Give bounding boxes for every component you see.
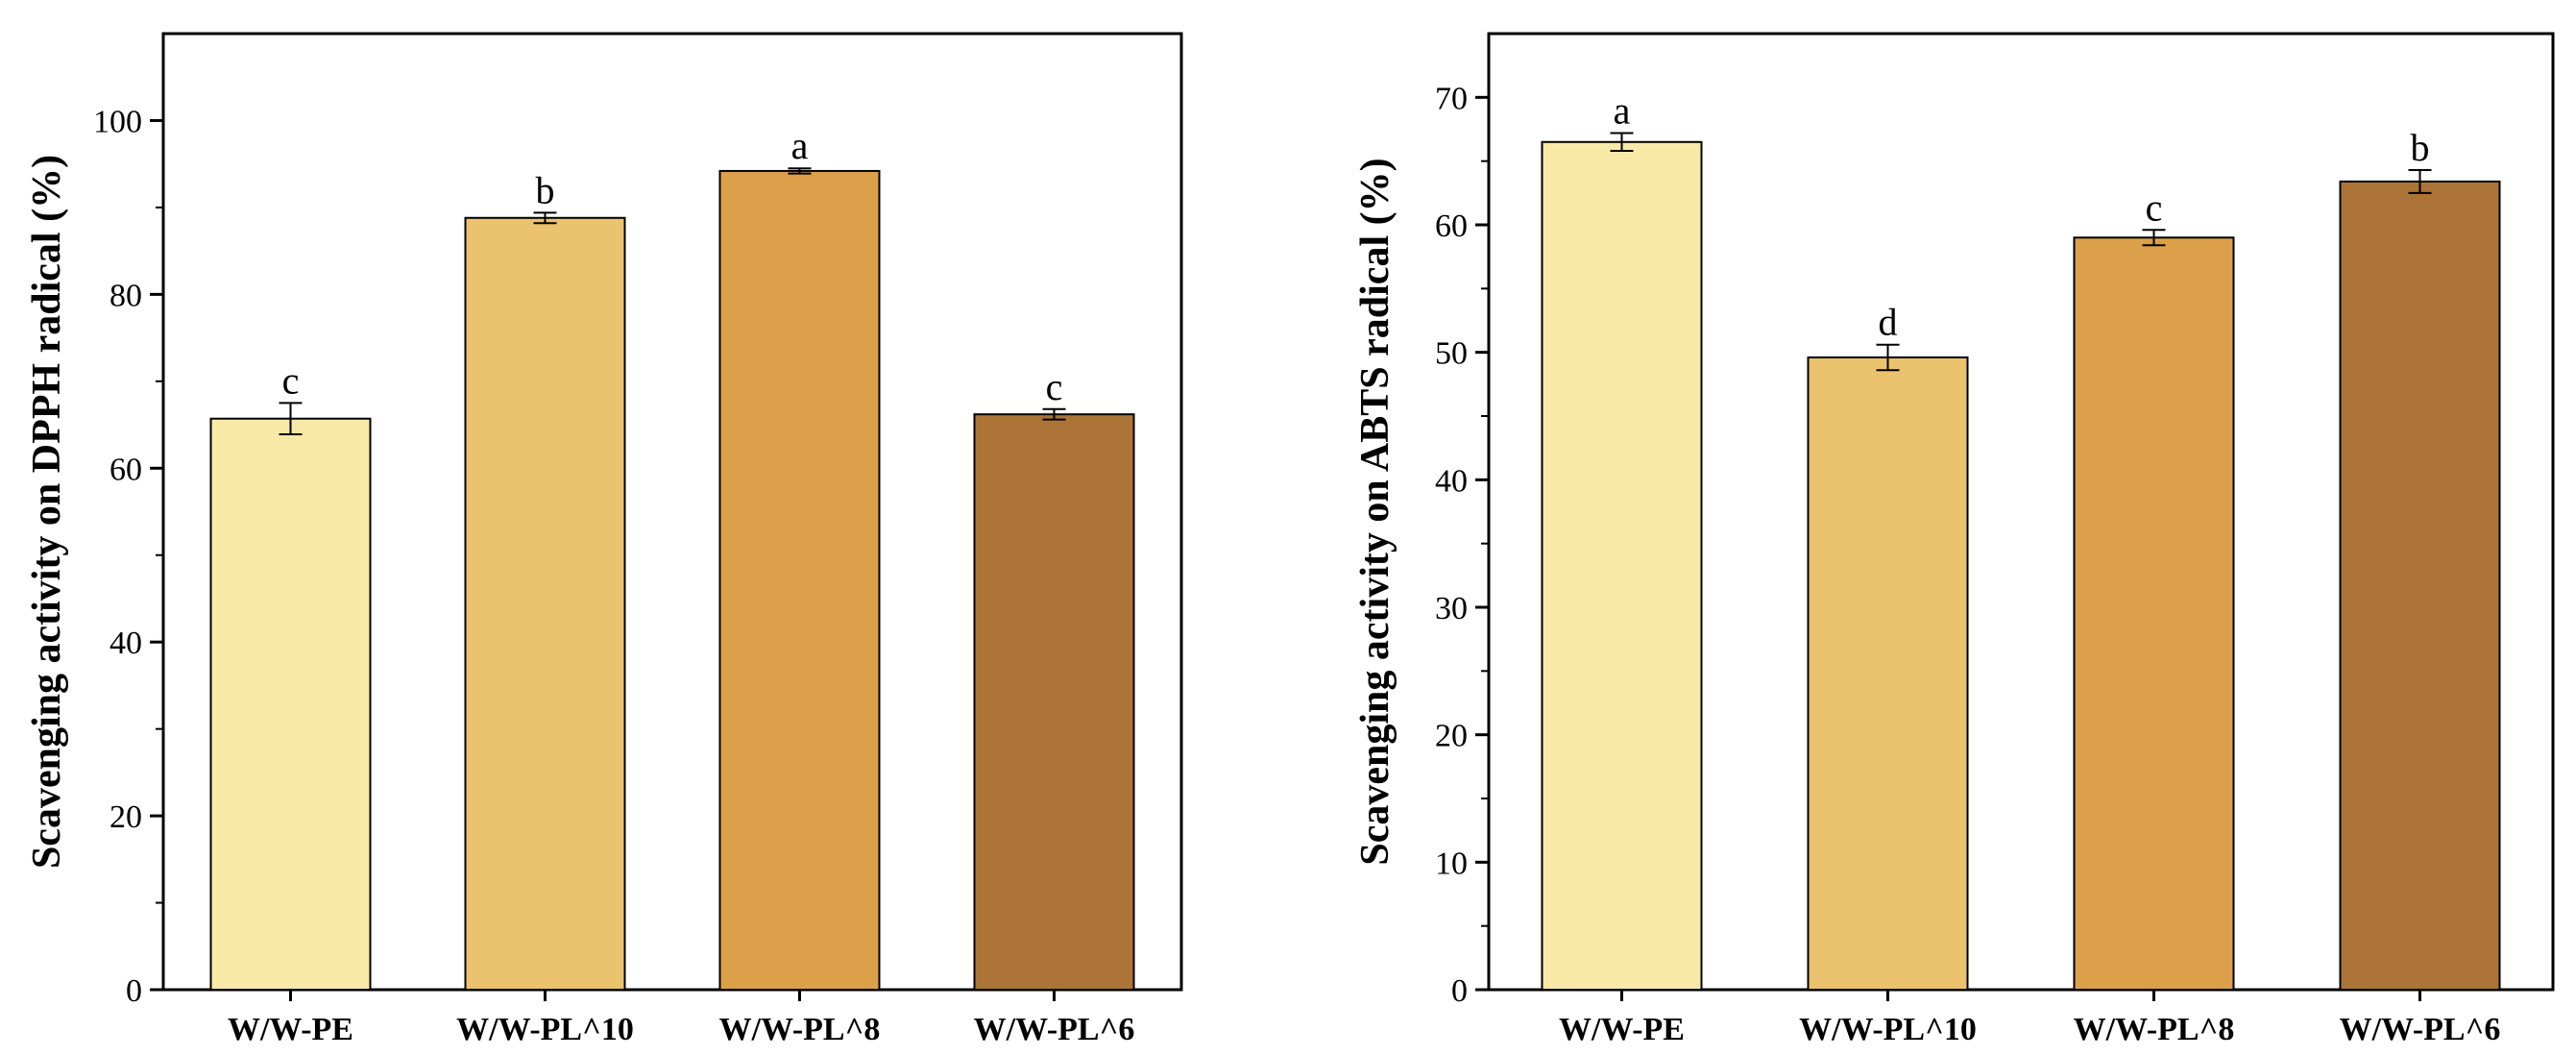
x-category-label-2: W/W-PL^10 [1799,1012,1977,1047]
bar-4 [2339,180,2501,992]
y-axis-title: Scavenging activity on ABTS radical (%) [1353,158,1397,865]
x-category-label-3: W/W-PL^8 [719,1012,881,1047]
error-bar-4 [2408,168,2432,194]
chart-panel-2: 0 10 20 30 40 50 60 70 a W/W-PE d W/W-PL^10 c W/W-PL^… [1353,32,2555,1047]
y-tick-label: 10 [1435,846,1468,881]
y-tick-label: 60 [109,452,142,487]
significance-label-4: b [2411,126,2430,169]
y-tick-label: 0 [126,973,142,1009]
y-tick-label: 20 [1435,719,1468,754]
error-bar-3 [2142,229,2166,247]
error-bar-2 [1876,343,1900,372]
significance-label-3: a [791,124,809,167]
y-tick-label: 80 [109,278,142,313]
significance-label-1: c [282,358,300,402]
significance-label-2: b [536,168,555,211]
bar-2 [1807,356,1969,991]
bar-3 [718,169,881,992]
y-tick-label: 70 [1435,81,1468,116]
bar-2 [464,216,626,992]
error-bar-1 [279,402,303,435]
plot-frame [161,32,1183,992]
y-tick-label: 40 [1435,463,1468,499]
bar-1 [1541,140,1703,991]
significance-label-3: c [2146,185,2163,229]
error-bar-4 [1042,407,1066,421]
y-tick-label: 40 [109,626,142,661]
error-bar-3 [788,167,812,175]
x-category-label-1: W/W-PE [228,1012,353,1047]
bar-1 [209,417,372,991]
x-category-label-1: W/W-PE [1559,1012,1685,1047]
significance-label-4: c [1046,365,1063,408]
x-category-label-2: W/W-PL^10 [456,1012,634,1047]
error-bar-2 [533,211,557,225]
bar-3 [2073,236,2235,991]
bar-4 [973,413,1135,991]
y-tick-label: 100 [93,104,142,139]
y-tick-label: 20 [109,799,142,835]
error-bar-1 [1610,132,1634,153]
y-tick-label: 0 [1451,973,1468,1009]
significance-label-1: a [1614,88,1631,132]
y-axis-title: Scavenging activity on DPPH radical (%) [25,155,69,869]
chart-panel-1: 0 20 40 60 80 100 c W/W-PE b W/W-PL^10 a W/W-PL^8 c W… [25,32,1183,1047]
y-tick-label: 60 [1435,209,1468,244]
plot-frame [1487,32,2555,992]
y-tick-label: 30 [1435,591,1468,626]
y-tick-label: 50 [1435,336,1468,372]
x-category-label-3: W/W-PL^8 [2074,1012,2235,1047]
significance-label-2: d [1879,301,1898,344]
x-category-label-4: W/W-PL^6 [2340,1012,2501,1047]
x-category-label-4: W/W-PL^6 [974,1012,1135,1047]
